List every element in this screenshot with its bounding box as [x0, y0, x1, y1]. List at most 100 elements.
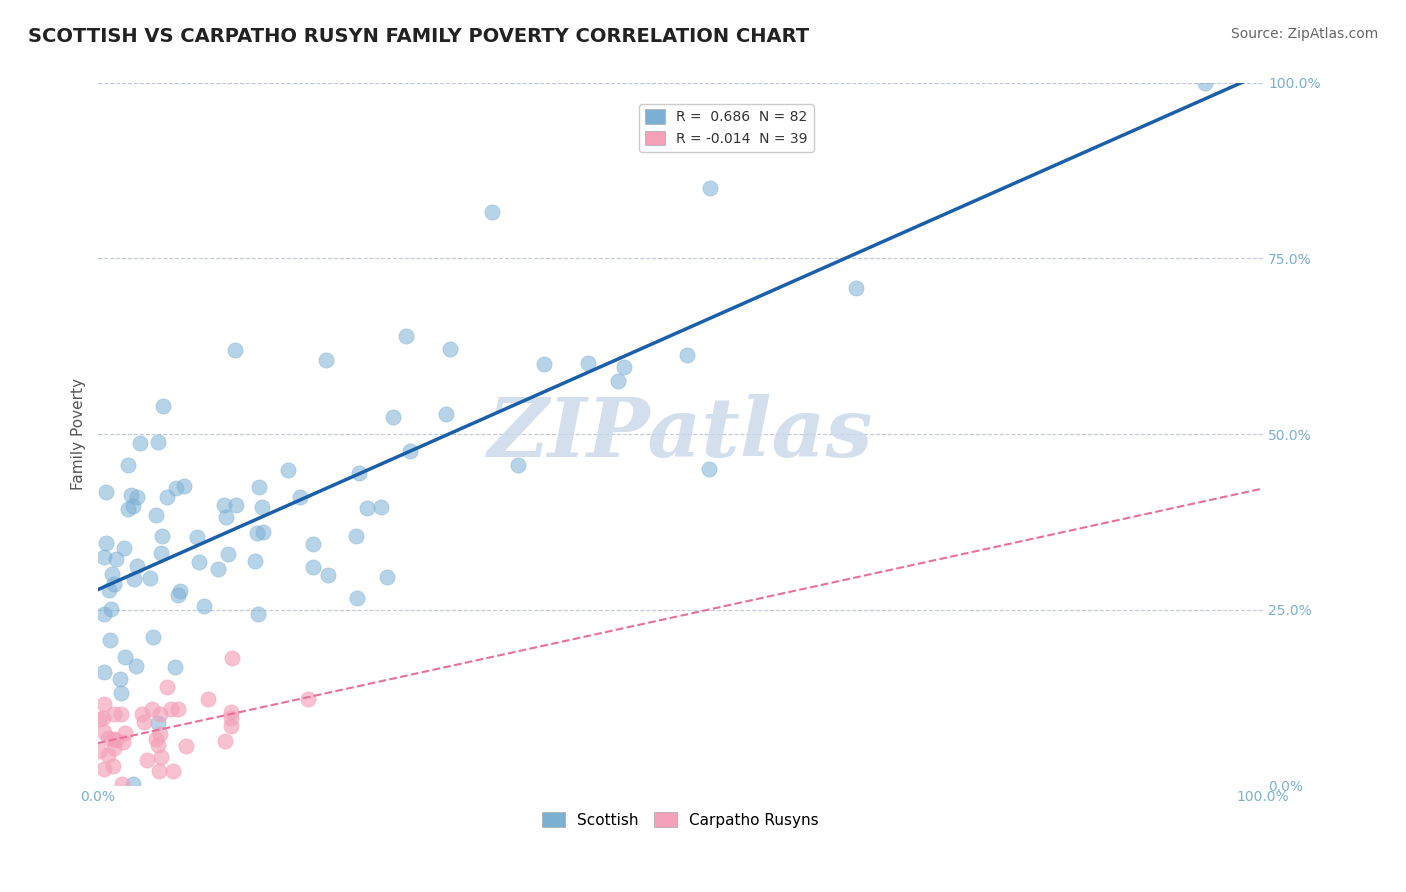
Carpatho Rusyns [149, 706, 172, 721]
Scottish [576, 356, 599, 370]
Scottish [169, 583, 191, 598]
Scottish [613, 359, 636, 374]
Carpatho Rusyns [162, 764, 184, 779]
Scottish [243, 554, 266, 568]
Carpatho Rusyns [146, 738, 169, 752]
Carpatho Rusyns [219, 705, 242, 719]
Text: Source: ZipAtlas.com: Source: ZipAtlas.com [1230, 27, 1378, 41]
Carpatho Rusyns [97, 731, 120, 746]
Carpatho Rusyns [134, 714, 156, 729]
Scottish [173, 479, 195, 493]
Scottish [247, 480, 270, 494]
Scottish [94, 485, 117, 500]
Scottish [225, 499, 247, 513]
Carpatho Rusyns [103, 741, 125, 756]
Carpatho Rusyns [156, 681, 179, 695]
Scottish [148, 715, 170, 730]
Carpatho Rusyns [214, 733, 236, 747]
Carpatho Rusyns [105, 733, 128, 747]
Scottish [108, 672, 131, 686]
Scottish [1194, 76, 1216, 90]
Scottish [224, 343, 246, 357]
Scottish [439, 342, 461, 356]
Scottish [103, 577, 125, 591]
Carpatho Rusyns [174, 739, 197, 753]
Scottish [128, 436, 150, 450]
Scottish [315, 353, 337, 368]
Scottish [100, 601, 122, 615]
Text: SCOTTISH VS CARPATHO RUSYN FAMILY POVERTY CORRELATION CHART: SCOTTISH VS CARPATHO RUSYN FAMILY POVERT… [28, 27, 810, 45]
Carpatho Rusyns [148, 764, 170, 778]
Carpatho Rusyns [131, 707, 153, 722]
Scottish [250, 500, 273, 515]
Scottish [215, 509, 238, 524]
Carpatho Rusyns [167, 702, 190, 716]
Scottish [114, 649, 136, 664]
Scottish [122, 499, 145, 513]
Scottish [93, 607, 115, 621]
Scottish [399, 444, 422, 458]
Scottish [346, 591, 368, 605]
Scottish [152, 400, 174, 414]
Carpatho Rusyns [141, 702, 163, 716]
Carpatho Rusyns [145, 731, 167, 746]
Scottish [150, 546, 173, 560]
Scottish [117, 458, 139, 473]
Scottish [697, 462, 720, 476]
Carpatho Rusyns [111, 777, 134, 791]
Scottish [207, 562, 229, 576]
Scottish [125, 659, 148, 673]
Scottish [506, 458, 529, 472]
Carpatho Rusyns [89, 712, 111, 726]
Scottish [606, 374, 628, 388]
Scottish [142, 631, 165, 645]
Scottish [97, 582, 120, 597]
Legend: Scottish, Carpatho Rusyns: Scottish, Carpatho Rusyns [536, 805, 825, 834]
Scottish [246, 607, 269, 621]
Scottish [166, 588, 188, 602]
Y-axis label: Family Poverty: Family Poverty [72, 378, 86, 490]
Scottish [375, 570, 398, 584]
Scottish [122, 572, 145, 586]
Scottish [347, 467, 370, 481]
Carpatho Rusyns [93, 724, 115, 739]
Scottish [122, 777, 145, 791]
Scottish [301, 559, 323, 574]
Scottish [302, 537, 325, 551]
Scottish [105, 552, 128, 566]
Scottish [356, 501, 378, 516]
Scottish [434, 407, 457, 421]
Carpatho Rusyns [110, 707, 132, 722]
Carpatho Rusyns [148, 727, 170, 741]
Carpatho Rusyns [97, 747, 120, 762]
Carpatho Rusyns [159, 702, 181, 716]
Scottish [344, 529, 367, 543]
Text: ZIPatlas: ZIPatlas [488, 394, 873, 474]
Carpatho Rusyns [93, 763, 115, 777]
Scottish [165, 660, 187, 674]
Scottish [676, 348, 699, 362]
Carpatho Rusyns [114, 726, 136, 740]
Carpatho Rusyns [101, 759, 124, 773]
Carpatho Rusyns [197, 692, 219, 706]
Scottish [125, 490, 148, 504]
Scottish [370, 500, 392, 514]
Scottish [316, 567, 339, 582]
Scottish [98, 633, 121, 648]
Carpatho Rusyns [93, 697, 115, 711]
Scottish [481, 204, 503, 219]
Scottish [186, 530, 208, 544]
Carpatho Rusyns [221, 711, 243, 725]
Scottish [165, 481, 187, 495]
Scottish [382, 410, 405, 425]
Scottish [110, 686, 132, 700]
Scottish [395, 329, 418, 343]
Carpatho Rusyns [219, 718, 242, 732]
Scottish [246, 525, 269, 540]
Scottish [699, 181, 721, 195]
Scottish [112, 541, 135, 555]
Scottish [288, 491, 311, 505]
Scottish [120, 488, 142, 502]
Scottish [193, 599, 215, 614]
Scottish [93, 665, 115, 679]
